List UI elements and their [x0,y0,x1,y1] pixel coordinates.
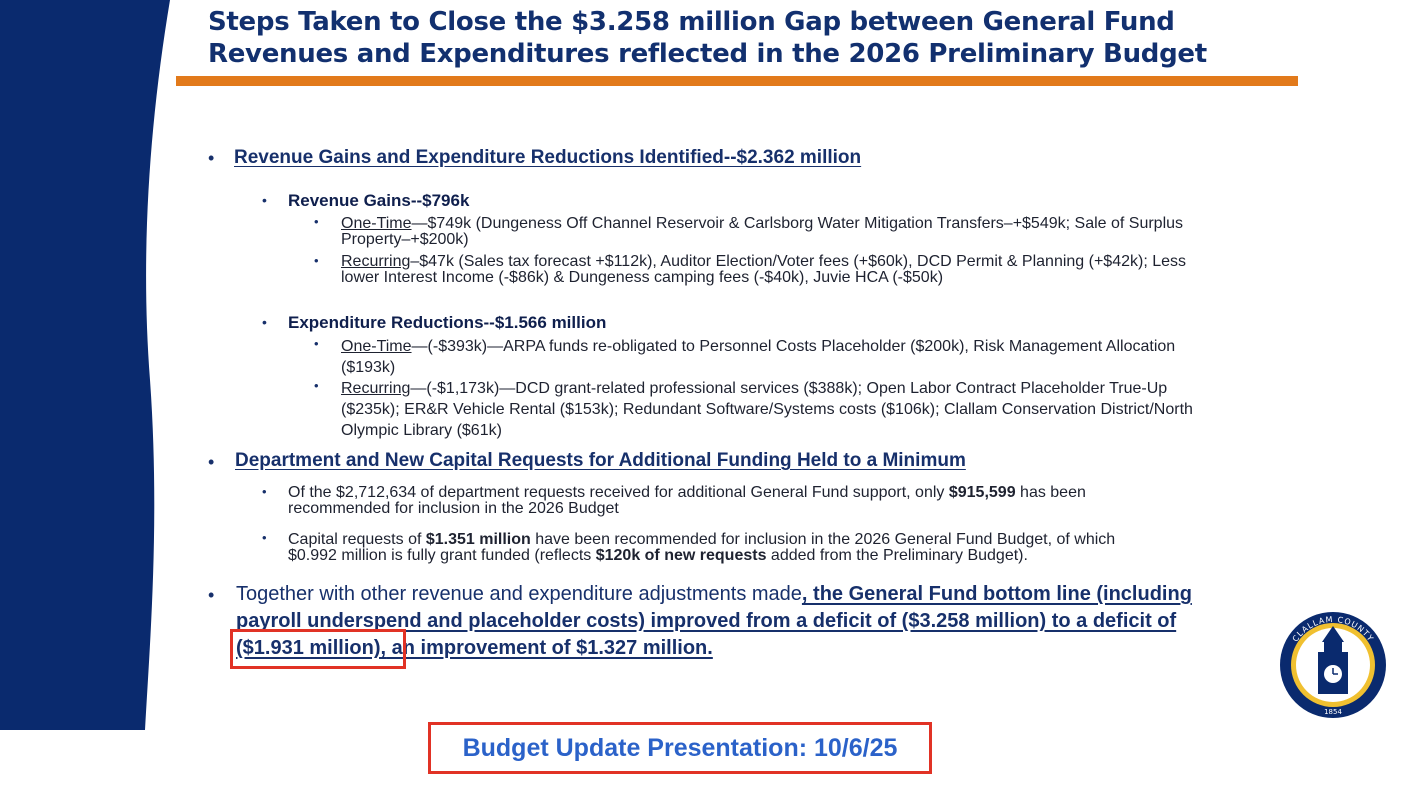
section1-heading: Revenue Gains and Expenditure Reductions… [234,147,862,168]
expenditure-reductions-heading: Expenditure Reductions--$1.566 million [288,313,607,332]
footer-presentation-label: Budget Update Presentation: 10/6/25 [428,722,932,774]
bullet-icon: • [262,314,267,330]
highlighted-deficit: ($1.931 million), [236,637,387,659]
revenue-one-time-item: One-Time—$749k (Dungeness Off Channel Re… [341,215,1184,248]
section2-heading: Department and New Capital Requests for … [235,450,966,471]
capital-requests-item: Capital requests of $1.351 million have … [288,531,1116,564]
summary-paragraph: Together with other revenue and expendit… [236,583,1192,659]
bullet-icon: • [208,452,215,472]
bullet-icon: • [208,148,215,168]
deficit-highlight-box [230,629,406,669]
bullet-icon: • [314,214,319,229]
seal-bottom-text: 1854 [1324,708,1342,716]
page-title: Steps Taken to Close the $3.258 million … [208,6,1268,70]
title-line-2: Revenues and Expenditures reflected in t… [208,39,1207,69]
county-seal-icon: CLALLAM COUNTY 1854 [1280,612,1386,718]
bullet-icon: • [208,585,215,605]
bullet-icon: • [262,530,267,545]
title-line-1: Steps Taken to Close the $3.258 million … [208,7,1175,37]
expenditure-recurring-item: Recurring—(-$1,173k)—DCD grant-related p… [341,380,1193,439]
revenue-recurring-item: Recurring–$47k (Sales tax forecast +$112… [341,253,1187,286]
revenue-gains-heading: Revenue Gains--$796k [288,191,470,210]
footer-text: Budget Update Presentation: 10/6/25 [462,733,898,762]
expenditure-one-time-item: One-Time—(-$393k)—ARPA funds re-obligate… [341,338,1176,376]
department-requests-item: Of the $2,712,634 of department requests… [288,484,1086,517]
bullet-icon: • [314,336,319,351]
bullet-icon: • [314,378,319,393]
title-divider [176,76,1298,86]
navy-sidebar-band [0,0,170,730]
bullet-icon: • [262,192,267,208]
bullet-icon: • [314,253,319,268]
bullet-icon: • [262,484,267,499]
